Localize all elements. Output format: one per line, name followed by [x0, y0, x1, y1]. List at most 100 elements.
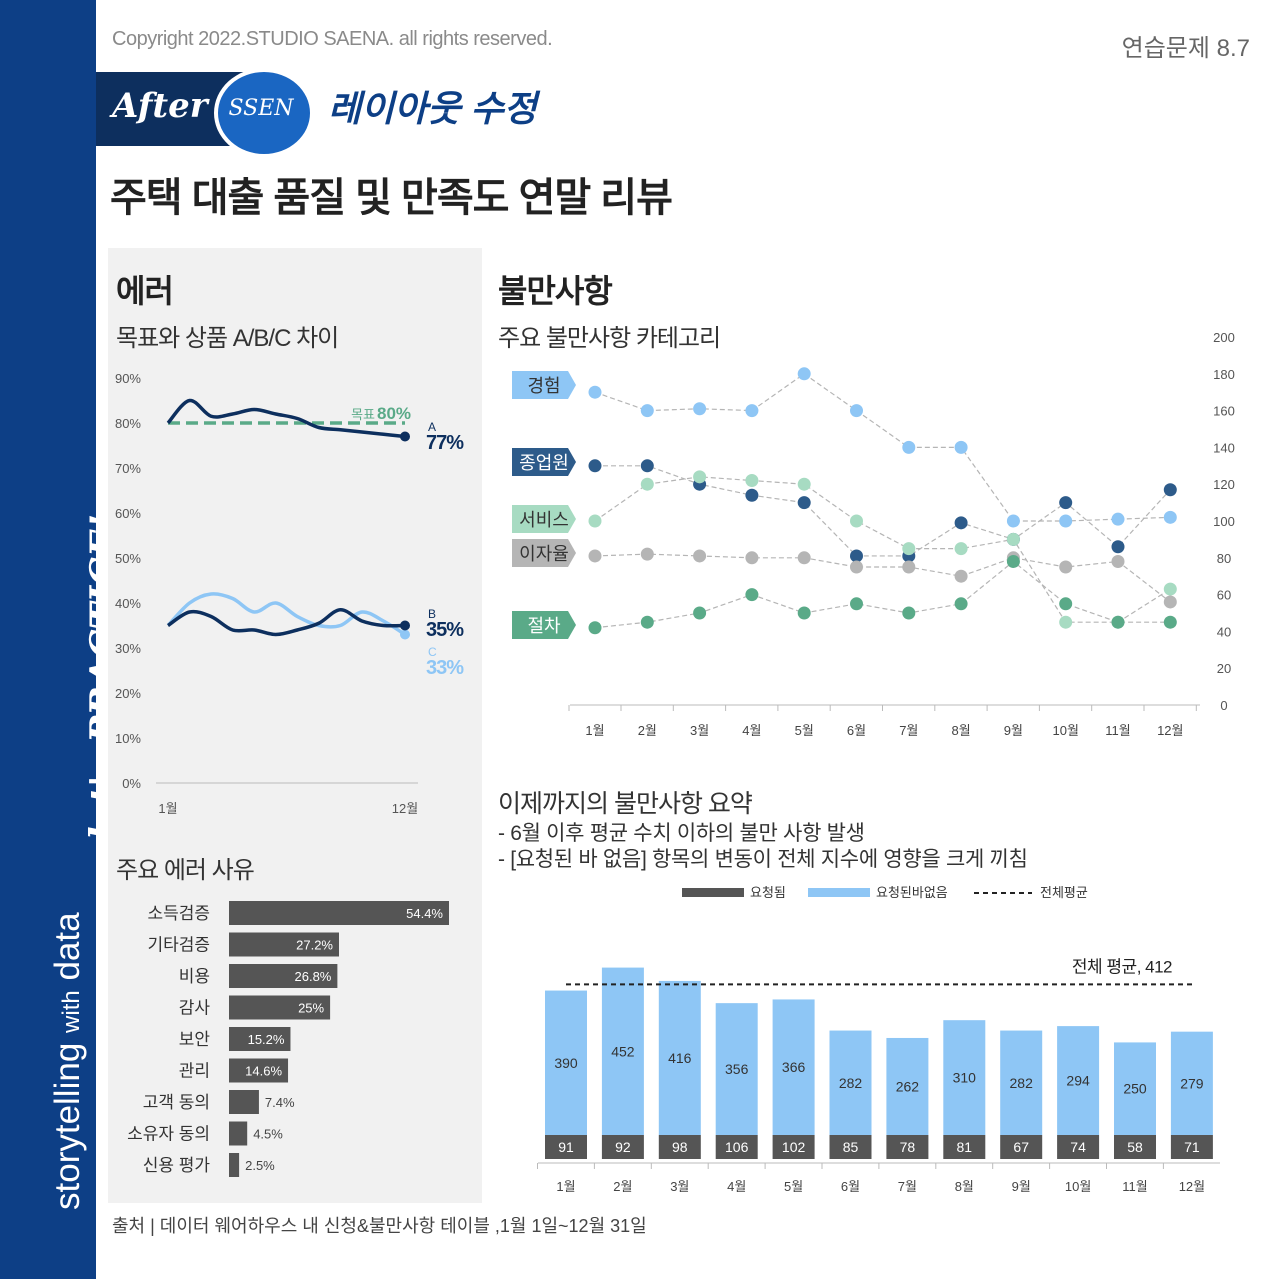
bar-not-requested [601, 967, 644, 1135]
y-tick-label: 80% [115, 416, 141, 431]
x-tick-label: 1월 [585, 723, 604, 738]
data-point [902, 542, 916, 556]
x-tick-label: 9월 [1004, 723, 1023, 738]
bar-category-label: 소득검증 [147, 904, 210, 923]
data-point [902, 560, 916, 574]
data-point [1006, 532, 1020, 546]
bar-not-requested [1114, 1042, 1156, 1135]
average-label: 전체 평균, 412 [1072, 957, 1172, 976]
y-tick-label: 60% [115, 506, 141, 521]
copyright-text: Copyright 2022.STUDIO SAENA. all rights … [112, 28, 553, 50]
data-point [797, 551, 811, 565]
x-tick-label: 6월 [841, 1179, 860, 1194]
data-point [1059, 615, 1073, 629]
sidebar: storytelling with data let's PRACTICE! [0, 0, 125, 1279]
x-tick-label: 7월 [898, 1179, 917, 1194]
data-point [1163, 510, 1177, 524]
data-point [954, 597, 968, 611]
after-badge-text: After [112, 86, 208, 126]
bar-value-label: 92 [615, 1139, 631, 1155]
y-tick-label: 200 [1213, 330, 1235, 345]
bar [229, 1121, 248, 1146]
series-line [594, 560, 1171, 629]
bar-value-label: 81 [957, 1139, 973, 1155]
bar [229, 901, 449, 925]
bar [229, 964, 338, 988]
data-point [588, 514, 602, 528]
bar [229, 1090, 259, 1114]
y-tick-label: 80 [1217, 551, 1231, 566]
y-tick-label: 10% [115, 731, 141, 746]
data-point [640, 547, 654, 561]
series-tag-label: 경험 [527, 376, 560, 396]
bar-requested [829, 1135, 872, 1159]
bar-value-label: 282 [1010, 1075, 1034, 1091]
summary-stacked-bar-chart: 요청됨 요청된바없음 전체평균 390 91 1월 452 92 2월 416 98 3월 356 106… [537, 885, 1220, 1194]
bar-not-requested [886, 1037, 929, 1135]
x-tick-label: 12월 [1157, 723, 1183, 738]
x-tick-label: 1월 [556, 1179, 575, 1194]
series-value-label: 77% [426, 432, 464, 454]
bar-requested [943, 1135, 986, 1159]
target-value-label: 80% [377, 404, 411, 423]
data-point [1059, 597, 1073, 611]
series-end-point-A [400, 431, 410, 442]
data-point [1059, 514, 1073, 528]
x-tick-label: 3월 [670, 1179, 689, 1194]
x-tick-label: 12월 [1179, 1179, 1205, 1194]
summary-title: 이제까지의 불만사항 요약 [498, 790, 753, 818]
bar-not-requested [658, 980, 701, 1135]
y-tick-label: 30% [115, 641, 141, 656]
y-tick-label: 60 [1217, 588, 1231, 603]
bar-value-label: 78 [900, 1139, 916, 1155]
data-point [797, 367, 811, 381]
bar-value-label: 2.5% [245, 1158, 275, 1173]
bar-value-label: 106 [725, 1139, 749, 1155]
data-point [850, 514, 863, 528]
data-point [1111, 554, 1125, 568]
data-point [640, 477, 654, 491]
source-note: 출처 | 데이터 웨어하우스 내 신청&불만사항 테이블 ,1월 1일~12월 … [112, 1216, 647, 1236]
data-point [640, 404, 654, 418]
bar [229, 995, 331, 1020]
bar-requested [772, 1135, 815, 1159]
bar-requested [886, 1135, 929, 1159]
error-section-title: 에러 [116, 273, 174, 309]
x-tick-label: 3월 [690, 723, 709, 738]
data-point [850, 560, 863, 574]
series-value-label: 35% [426, 619, 464, 641]
bar-value-label: 15.2% [248, 1032, 285, 1047]
x-tick-label: 5월 [784, 1179, 803, 1194]
bar-value-label: 14.6% [245, 1064, 282, 1079]
bar-not-requested [829, 1030, 872, 1135]
y-tick-label: 0 [1220, 698, 1227, 713]
data-point [902, 606, 916, 620]
bar-category-label: 감사 [179, 999, 211, 1018]
data-point [797, 477, 811, 491]
x-tick-label: 8월 [955, 1179, 974, 1194]
bar-value-label: 366 [782, 1059, 806, 1075]
data-point [745, 588, 759, 602]
data-point [745, 488, 759, 502]
series-name-label: B [428, 607, 436, 621]
data-point [745, 474, 759, 488]
bar-category-label: 보안 [179, 1030, 211, 1049]
y-tick-label: 160 [1213, 404, 1235, 419]
x-tick-label: 4월 [727, 1179, 746, 1194]
bar-not-requested [1170, 1031, 1213, 1135]
bar-value-label: 74 [1070, 1139, 1086, 1155]
series-name-label: A [428, 420, 436, 434]
bar-category-label: 기타검증 [147, 936, 210, 955]
error-reasons-title: 주요 에러 사유 [116, 857, 255, 884]
bar-value-label: 282 [839, 1075, 863, 1091]
bar-category-label: 고객 동의 [143, 1093, 210, 1112]
bar-value-label: 279 [1180, 1075, 1204, 1091]
data-point [693, 402, 707, 416]
series-tag-label: 이자율 [519, 544, 569, 564]
data-point [954, 516, 968, 530]
series-value-label: 33% [426, 657, 464, 679]
x-tick-label: 7월 [899, 723, 918, 738]
bar-value-label: 91 [558, 1139, 574, 1155]
series-tag [512, 611, 576, 639]
data-point [1163, 582, 1177, 596]
